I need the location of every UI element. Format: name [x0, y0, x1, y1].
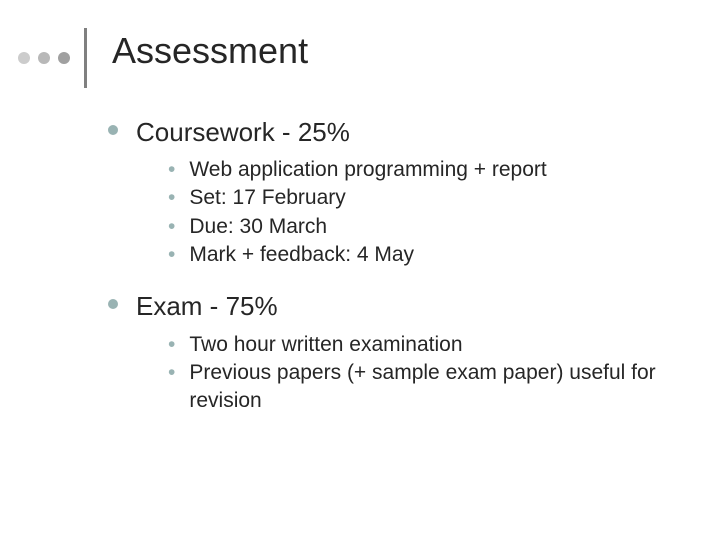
bullet-text: Exam - 75% — [136, 289, 278, 324]
bullet-icon: • — [168, 184, 175, 212]
bullet-icon: • — [168, 359, 175, 387]
list-item: • Set: 17 February — [168, 184, 668, 212]
bullet-icon: • — [168, 156, 175, 184]
bullet-text: Due: 30 March — [189, 213, 327, 241]
decorator-dot-1 — [18, 52, 30, 64]
bullet-text: Mark + feedback: 4 May — [189, 241, 414, 269]
bullet-icon: • — [168, 241, 175, 269]
slide-title: Assessment — [112, 30, 308, 72]
bullet-icon — [108, 125, 118, 135]
sub-bullets-exam: • Two hour written examination • Previou… — [168, 331, 668, 416]
decorator-dot-2 — [38, 52, 50, 64]
bullet-icon: • — [168, 213, 175, 241]
bullet-coursework: Coursework - 25% — [108, 115, 668, 150]
bullet-exam: Exam - 75% — [108, 289, 668, 324]
list-item: • Two hour written examination — [168, 331, 668, 359]
title-decorator — [18, 28, 87, 88]
bullet-text: Two hour written examination — [189, 331, 462, 359]
bullet-icon — [108, 299, 118, 309]
bullet-text: Set: 17 February — [189, 184, 345, 212]
bullet-text: Previous papers (+ sample exam paper) us… — [189, 359, 668, 416]
list-item: • Web application programming + report — [168, 156, 668, 184]
bullet-text: Coursework - 25% — [136, 115, 350, 150]
bullet-icon: • — [168, 331, 175, 359]
bullet-text: Web application programming + report — [189, 156, 546, 184]
decorator-bar — [84, 28, 87, 88]
sub-bullets-coursework: • Web application programming + report •… — [168, 156, 668, 269]
slide-body: Coursework - 25% • Web application progr… — [108, 115, 668, 416]
decorator-dot-3 — [58, 52, 70, 64]
list-item: • Mark + feedback: 4 May — [168, 241, 668, 269]
list-item: • Due: 30 March — [168, 213, 668, 241]
list-item: • Previous papers (+ sample exam paper) … — [168, 359, 668, 416]
